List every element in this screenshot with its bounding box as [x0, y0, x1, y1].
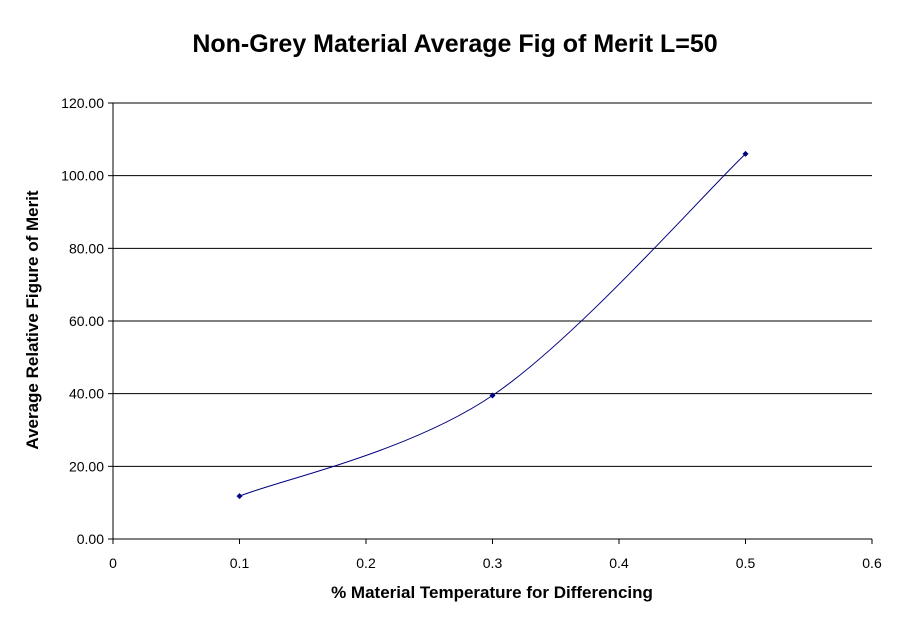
- data-point-marker: [742, 150, 749, 157]
- y-tick-label: 40.00: [69, 386, 104, 402]
- y-tick-labels: 0.00 20.00 40.00 60.00 80.00 100.00 120.00: [61, 95, 104, 547]
- chart-title: Non-Grey Material Average Fig of Merit L…: [192, 30, 717, 58]
- y-axis-label: Average Relative Figure of Merit: [23, 190, 42, 450]
- data-points: [236, 150, 749, 500]
- data-point-marker: [236, 493, 243, 500]
- x-axis-label: % Material Temperature for Differencing: [331, 583, 653, 602]
- x-tick-label: 0.1: [230, 555, 250, 571]
- y-tick-label: 120.00: [61, 95, 104, 111]
- x-tick-label: 0.3: [483, 555, 503, 571]
- x-tick-labels: 0 0.1 0.2 0.3 0.4 0.5 0.6: [109, 555, 882, 571]
- x-tick-label: 0: [109, 555, 117, 571]
- x-tick-label: 0.5: [736, 555, 756, 571]
- y-tick-label: 80.00: [69, 240, 104, 256]
- data-point-marker: [489, 392, 496, 399]
- y-tick-label: 20.00: [69, 458, 104, 474]
- x-tick-label: 0.2: [356, 555, 376, 571]
- y-tick-label: 0.00: [77, 531, 104, 547]
- gridlines: [113, 102, 872, 467]
- x-tick-label: 0.4: [609, 555, 629, 571]
- axes: [108, 102, 873, 544]
- y-tick-label: 60.00: [69, 313, 104, 329]
- series-line: [239, 153, 746, 497]
- x-tick-label: 0.6: [862, 555, 882, 571]
- y-tick-label: 100.00: [61, 168, 104, 184]
